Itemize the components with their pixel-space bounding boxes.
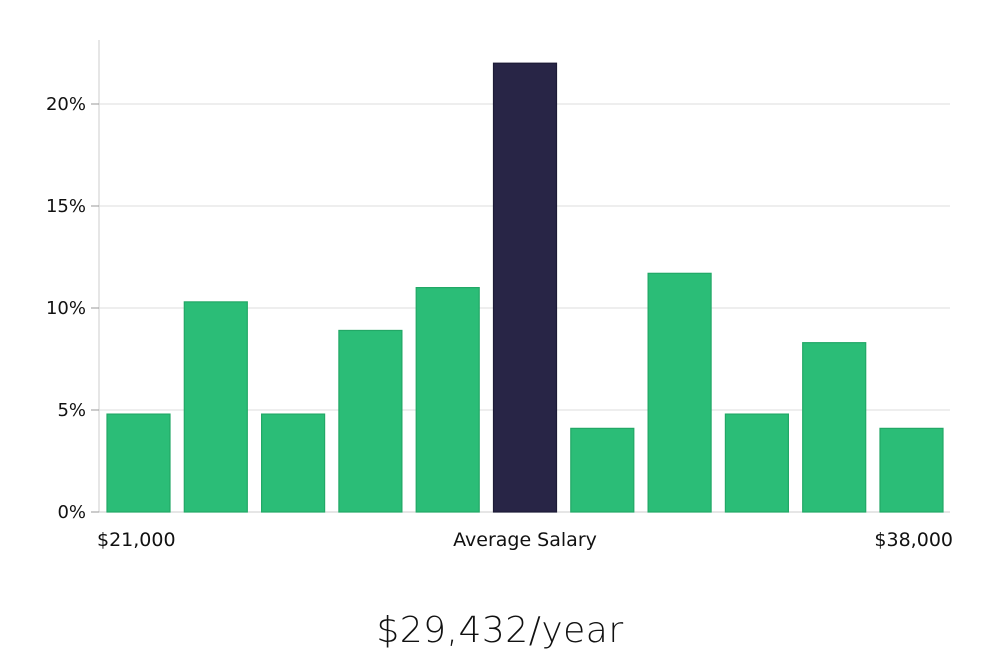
bar [879,427,944,513]
y-tick-label: 20% [46,94,86,115]
y-tick-label: 5% [57,400,86,421]
bar [570,427,635,513]
bars [106,62,944,513]
bar [106,413,171,513]
bar [802,342,867,513]
bar [724,413,790,513]
y-tick-label: 0% [57,502,86,523]
y-tick-label: 15% [46,196,86,217]
x-label-average-salary: Average Salary [453,529,597,551]
bar [647,272,712,513]
bar-average-salary [492,62,558,513]
y-tick-label: 10% [46,298,86,319]
salary-distribution-chart: 0% 5% 10% 15% 20% [46,40,950,523]
bar [415,287,480,513]
bar [338,329,403,513]
bar [183,301,248,513]
average-salary-value: $29,432/year [376,610,624,651]
y-tick-labels: 0% 5% 10% 15% 20% [46,94,86,523]
bar [261,413,326,513]
x-label-max: $38,000 [874,529,953,551]
x-label-min: $21,000 [97,529,176,551]
